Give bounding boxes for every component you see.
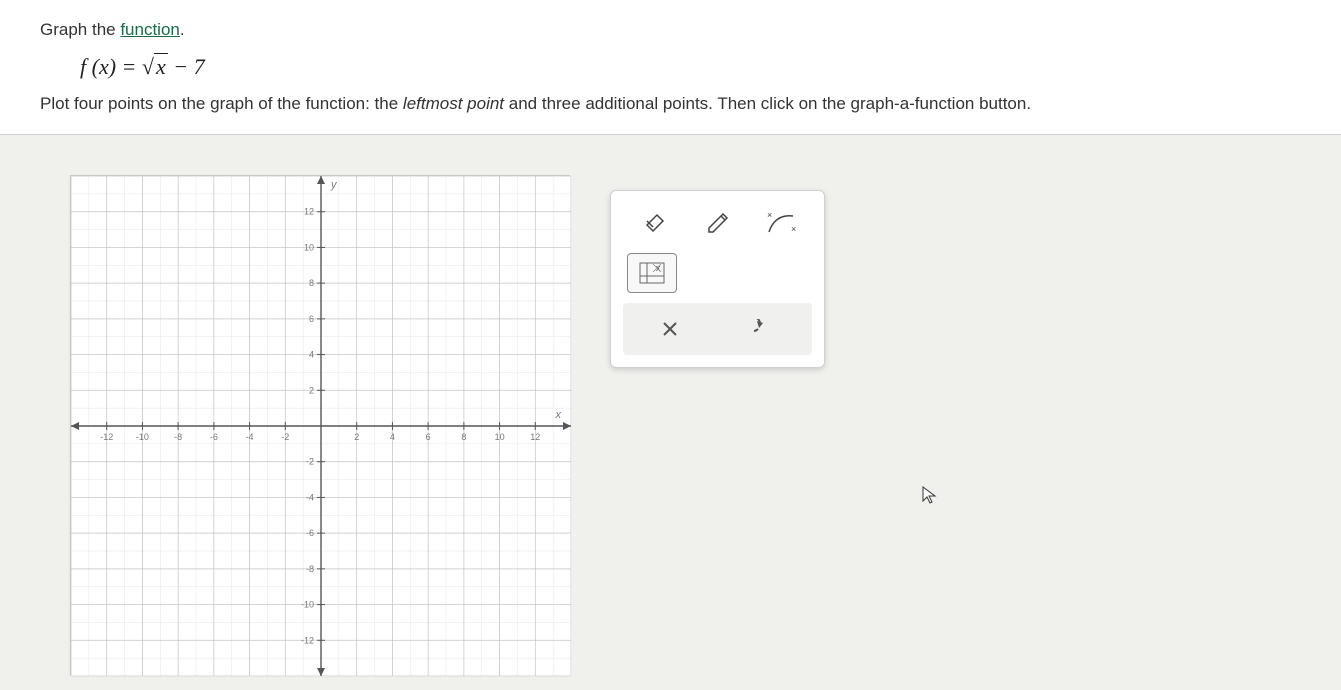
svg-text:-2: -2 — [281, 432, 289, 442]
equation: f (x) = √x − 7 — [80, 54, 1301, 80]
function-link[interactable]: function — [120, 20, 180, 39]
equation-lhs: f (x) — [80, 54, 116, 79]
svg-text:-4: -4 — [246, 432, 254, 442]
svg-text:4: 4 — [390, 432, 395, 442]
tool-row-1: × × — [623, 203, 812, 243]
svg-text:4: 4 — [309, 350, 314, 360]
graph-canvas[interactable]: -12 -12 -10 -10 -8 -8 -6 -6 -4 -4 -2 -2 2 2 4 4 6 6 8 8 10 10… — [70, 175, 570, 675]
svg-text:×: × — [791, 224, 796, 234]
svg-text:6: 6 — [426, 432, 431, 442]
svg-text:8: 8 — [309, 278, 314, 288]
instructions-p1: Plot four points on the graph of the fun… — [40, 94, 403, 113]
svg-text:8: 8 — [461, 432, 466, 442]
eraser-tool[interactable] — [630, 203, 680, 243]
undo-button[interactable] — [725, 309, 805, 349]
svg-text:12: 12 — [530, 432, 540, 442]
question-panel: Graph the function. f (x) = √x − 7 Plot … — [0, 0, 1341, 135]
mouse-cursor-icon — [920, 485, 940, 505]
work-area: -12-12-10-10-8-8-6-6-4-4-2-2224466881010… — [0, 135, 1341, 195]
eraser-icon — [641, 211, 669, 235]
svg-text:x: x — [555, 409, 562, 421]
question-intro: Graph the function. — [40, 20, 1301, 40]
svg-text:-10: -10 — [136, 432, 149, 442]
svg-text:10: 10 — [495, 432, 505, 442]
instructions-p2: and three additional points. Then click … — [504, 94, 1031, 113]
graph-function-icon: x — [637, 260, 667, 286]
pencil-tool[interactable] — [693, 203, 743, 243]
svg-text:-12: -12 — [301, 635, 314, 645]
pencil-icon — [704, 211, 732, 235]
tool-row-3 — [623, 303, 812, 355]
sqrt-symbol: √ — [142, 54, 154, 79]
close-icon — [660, 319, 680, 339]
question-prefix: Graph the — [40, 20, 120, 39]
question-instructions: Plot four points on the graph of the fun… — [40, 94, 1301, 114]
svg-text:-2: -2 — [306, 457, 314, 467]
tool-row-2: x — [623, 253, 812, 293]
svg-text:-4: -4 — [306, 492, 314, 502]
svg-text:-10: -10 — [301, 600, 314, 610]
svg-text:-6: -6 — [306, 528, 314, 538]
curve-tool[interactable]: × × — [756, 203, 806, 243]
question-suffix: . — [180, 20, 185, 39]
equation-tail: − 7 — [168, 54, 205, 79]
graph-function-tool[interactable]: x — [627, 253, 677, 293]
equation-equals: = — [116, 54, 142, 79]
svg-text:2: 2 — [309, 385, 314, 395]
svg-text:6: 6 — [309, 314, 314, 324]
svg-text:-12: -12 — [100, 432, 113, 442]
tool-panel: × × x — [610, 190, 825, 368]
svg-text:10: 10 — [304, 242, 314, 252]
clear-button[interactable] — [630, 309, 710, 349]
svg-text:-8: -8 — [174, 432, 182, 442]
curve-icon: × × — [765, 210, 797, 236]
svg-text:-6: -6 — [210, 432, 218, 442]
instructions-italic: leftmost point — [403, 94, 504, 113]
equation-radicand: x — [154, 53, 168, 79]
undo-icon — [754, 319, 776, 339]
svg-text:×: × — [767, 210, 772, 220]
coordinate-grid[interactable]: -12 -12 -10 -10 -8 -8 -6 -6 -4 -4 -2 -2 2 2 4 4 6 6 8 8 10 10… — [71, 176, 571, 676]
svg-text:12: 12 — [304, 207, 314, 217]
svg-text:2: 2 — [354, 432, 359, 442]
svg-text:-8: -8 — [306, 564, 314, 574]
